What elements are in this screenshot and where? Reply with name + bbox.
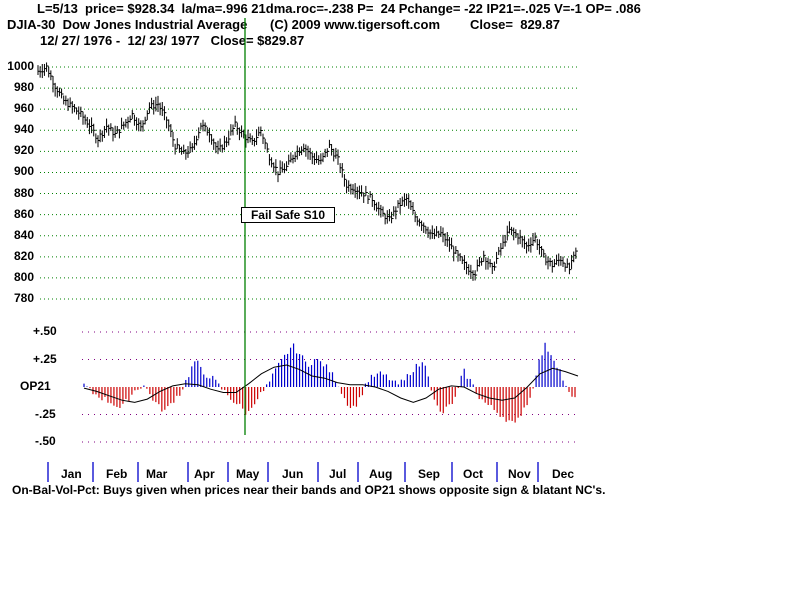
close-value: Close= 829.87 (470, 17, 560, 32)
footer-caption: On-Bal-Vol-Pct: Buys given when prices n… (12, 483, 606, 497)
month-label-sep: Sep (418, 467, 441, 481)
copyright: (C) 2009 www.tigersoft.com (270, 17, 440, 32)
oscillator-moving-average (83, 364, 579, 403)
month-label-may: May (236, 467, 260, 481)
price-tick-label: 860 (13, 206, 34, 221)
date-range: 12/ 27/ 1976 - 12/ 23/ 1977 Close= $829.… (40, 33, 305, 48)
price-tick-label: 960 (13, 101, 34, 116)
month-label-aug: Aug (369, 467, 393, 481)
oscillator-bars (83, 342, 576, 423)
month-label-mar: Mar (146, 467, 168, 481)
price-tick-label: 940 (13, 122, 34, 137)
month-label-feb: Feb (106, 467, 128, 481)
price-tick-label: 780 (13, 291, 34, 305)
status-line: L=5/13 price= $928.34 la/ma=.996 21dma.r… (37, 1, 641, 16)
month-label-jul: Jul (329, 467, 347, 481)
month-label-jan: Jan (61, 467, 82, 481)
price-tick-label: 1000 (7, 59, 34, 73)
month-label-dec: Dec (552, 467, 575, 481)
price-tick-label: 800 (13, 269, 34, 284)
price-bars (37, 62, 578, 281)
price-gridlines (40, 66, 578, 300)
price-tick-label: 920 (13, 143, 34, 158)
oscillator-tick-label: OP21 (20, 379, 51, 393)
oscillator-tick-label: +.25 (33, 351, 57, 366)
month-label-jun: Jun (282, 467, 304, 481)
fail-safe-signal-label: Fail Safe S10 (241, 207, 335, 223)
price-tick-label: 900 (13, 164, 34, 179)
oscillator-tick-label: -.25 (35, 406, 56, 421)
price-tick-label: 820 (13, 248, 34, 263)
oscillator-tick-label: +.50 (33, 324, 57, 338)
symbol-title: DJIA-30 Dow Jones Industrial Average (7, 17, 248, 32)
month-ticks (47, 462, 539, 482)
oscillator-tick-label: -.50 (35, 434, 56, 448)
month-label-nov: Nov (508, 467, 531, 481)
price-tick-label: 840 (13, 227, 34, 242)
month-label-oct: Oct (463, 467, 484, 481)
price-tick-label: 880 (13, 185, 34, 200)
month-label-apr: Apr (194, 467, 215, 481)
price-tick-label: 980 (13, 80, 34, 95)
